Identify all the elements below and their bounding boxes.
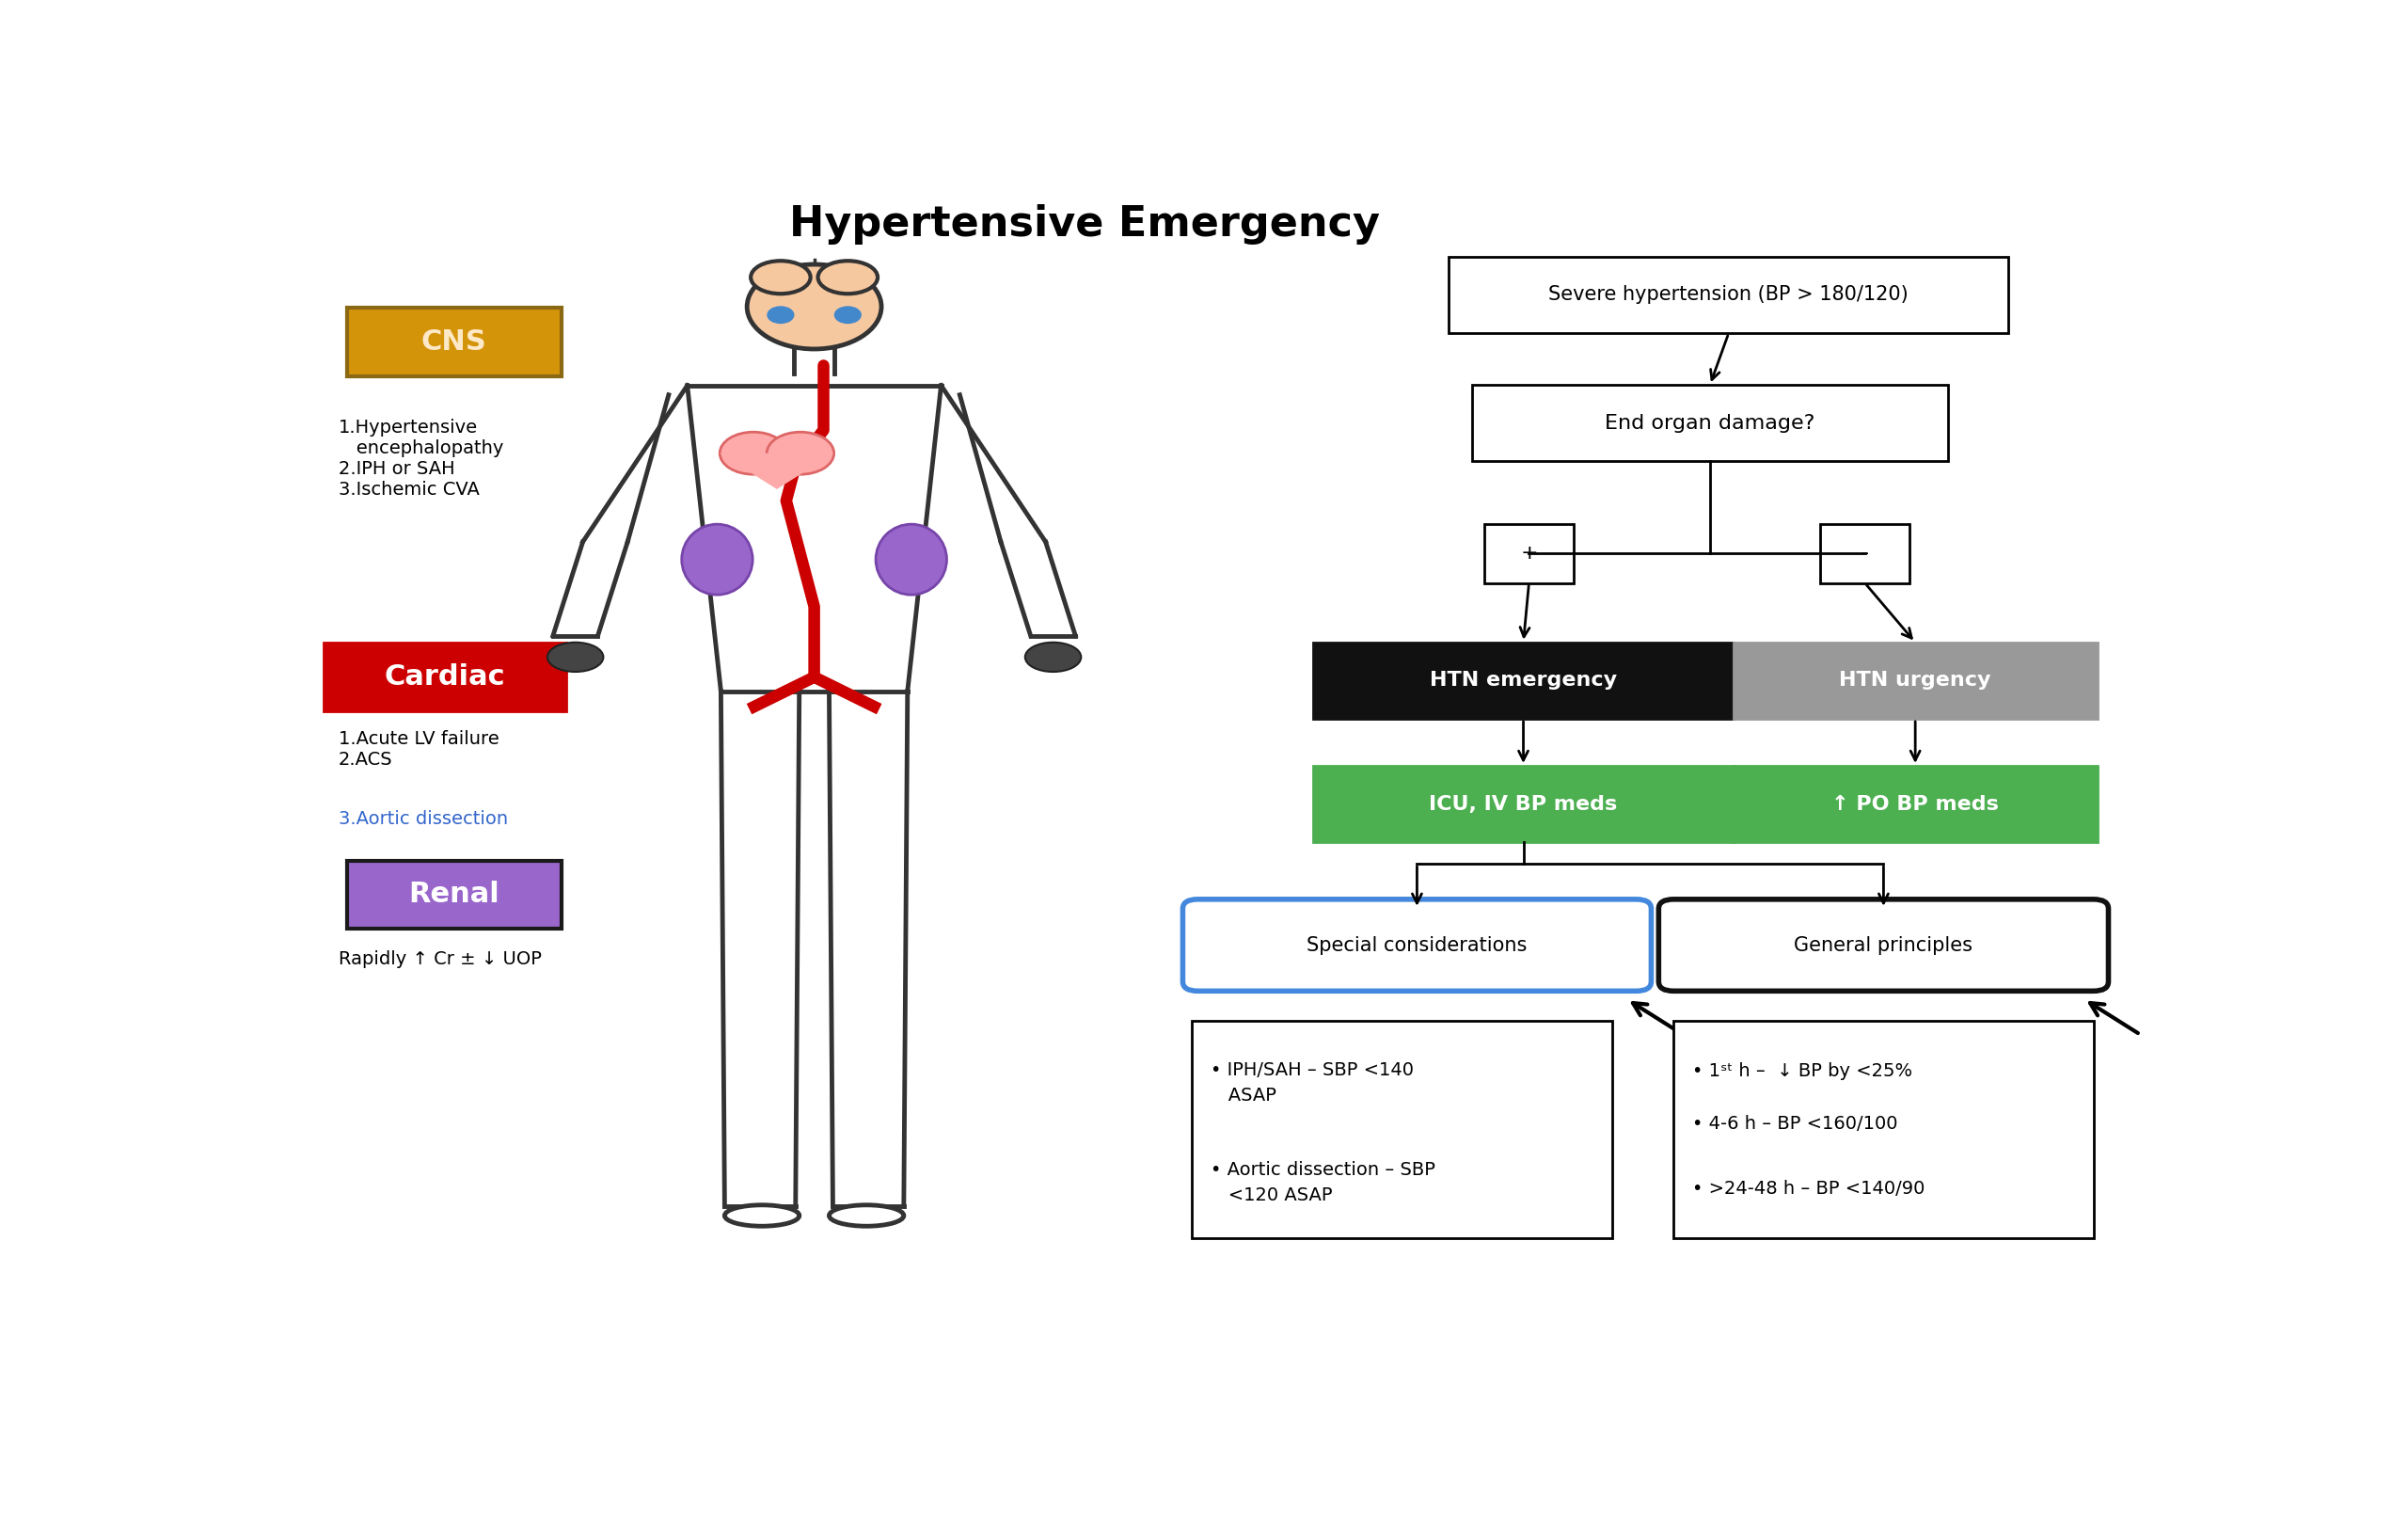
Circle shape [768,307,795,324]
FancyBboxPatch shape [347,861,561,928]
Ellipse shape [547,643,604,672]
Text: HTN urgency: HTN urgency [1840,672,1991,690]
Text: Cardiac: Cardiac [385,663,506,690]
Ellipse shape [681,524,754,594]
Ellipse shape [725,1205,799,1226]
Text: Hypertensive Emergency: Hypertensive Emergency [790,205,1380,244]
FancyBboxPatch shape [1820,524,1910,583]
Text: HTN emergency: HTN emergency [1430,672,1618,690]
FancyBboxPatch shape [1483,524,1575,583]
FancyBboxPatch shape [1734,767,2097,843]
Text: • 4-6 h – BP <160/100: • 4-6 h – BP <160/100 [1693,1115,1898,1133]
Ellipse shape [751,261,811,293]
FancyBboxPatch shape [1659,899,2109,991]
Text: • 1ˢᵗ h –  ↓ BP by <25%: • 1ˢᵗ h – ↓ BP by <25% [1693,1061,1912,1080]
Text: End organ damage?: End organ damage? [1604,414,1816,432]
Text: Special considerations: Special considerations [1308,936,1527,954]
Text: Rapidly ↑ Cr ± ↓ UOP: Rapidly ↑ Cr ± ↓ UOP [337,950,542,968]
Ellipse shape [819,261,877,293]
FancyBboxPatch shape [1312,643,1734,719]
Text: • Aortic dissection – SBP
   <120 ASAP: • Aortic dissection – SBP <120 ASAP [1211,1161,1435,1205]
Text: ICU, IV BP meds: ICU, IV BP meds [1430,794,1618,814]
Text: 1.Acute LV failure
2.ACS: 1.Acute LV failure 2.ACS [337,730,498,768]
FancyBboxPatch shape [1450,257,2008,333]
Circle shape [836,307,862,324]
FancyBboxPatch shape [1471,385,1948,461]
Ellipse shape [1026,643,1081,672]
FancyBboxPatch shape [1192,1022,1611,1238]
FancyBboxPatch shape [323,643,566,712]
Circle shape [720,432,787,475]
Text: General principles: General principles [1794,936,1972,954]
Text: • >24-48 h – BP <140/90: • >24-48 h – BP <140/90 [1693,1179,1924,1197]
FancyBboxPatch shape [1312,767,1734,843]
Text: Renal: Renal [409,881,498,909]
Text: ↑ PO BP meds: ↑ PO BP meds [1832,794,1999,814]
Text: -: - [1861,544,1869,563]
Text: +: + [1519,544,1539,563]
FancyBboxPatch shape [1734,643,2097,719]
Ellipse shape [877,524,946,594]
Ellipse shape [746,264,881,350]
Polygon shape [720,454,833,489]
Text: CNS: CNS [421,328,486,356]
FancyBboxPatch shape [1674,1022,2093,1238]
Text: Severe hypertension (BP > 180/120): Severe hypertension (BP > 180/120) [1548,286,1910,304]
Circle shape [766,432,833,475]
Text: 1.Hypertensive
   encephalopathy
2.IPH or SAH
3.Ischemic CVA: 1.Hypertensive encephalopathy 2.IPH or S… [337,418,503,498]
FancyBboxPatch shape [1182,899,1652,991]
Text: 3.Aortic dissection: 3.Aortic dissection [337,809,508,828]
Ellipse shape [828,1205,903,1226]
FancyBboxPatch shape [347,308,561,376]
Text: • IPH/SAH – SBP <140
   ASAP: • IPH/SAH – SBP <140 ASAP [1211,1061,1413,1104]
